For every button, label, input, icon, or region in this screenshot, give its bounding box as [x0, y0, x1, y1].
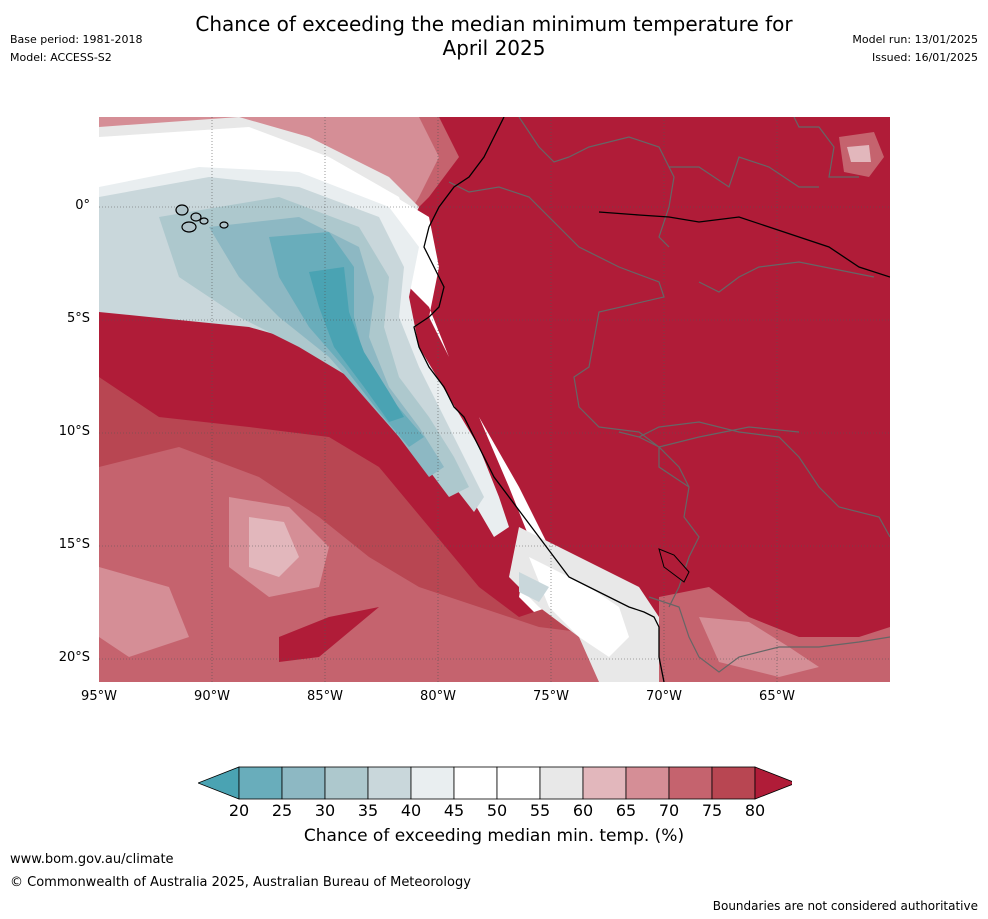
country-borders [448, 117, 890, 673]
colorbar-tick-label: 25 [271, 801, 293, 820]
contour-80-patch [279, 607, 379, 662]
contour-65-se [699, 617, 819, 677]
lat-label-10s: 10°S [58, 424, 90, 439]
colorbar-segment [367, 766, 412, 800]
colorbar [198, 766, 792, 800]
lon-label-75w: 75°W [533, 689, 569, 704]
contour-70-se [659, 587, 890, 682]
colorbar-tick-label: 35 [357, 801, 379, 820]
graticule [99, 117, 890, 682]
colorbar-segment [711, 766, 756, 800]
colorbar-tick-label: 30 [314, 801, 336, 820]
colorbar-segment [238, 766, 283, 800]
lat-label-0: 0° [75, 198, 90, 213]
lat-label-5s: 5°S [66, 311, 90, 326]
colorbar-extend-high [754, 766, 792, 800]
colorbar-segment [582, 766, 627, 800]
meta-right: Model run: 13/01/2025 Issued: 16/01/2025 [852, 31, 978, 67]
coastline [413, 117, 890, 682]
colorbar-tick-label: 65 [615, 801, 637, 820]
model-name: Model: ACCESS-S2 [10, 51, 112, 64]
colorbar-extend-low [198, 766, 240, 800]
colorbar-tick-label: 55 [529, 801, 551, 820]
lake-titicaca [658, 548, 690, 583]
colorbar-tick-label: 70 [658, 801, 680, 820]
colorbar-segment [539, 766, 584, 800]
model-run: Model run: 13/01/2025 [852, 33, 978, 46]
lat-label-20s: 20°S [58, 650, 90, 665]
contour-40-coast [519, 572, 549, 602]
colorbar-segment [324, 766, 369, 800]
meta-left: Base period: 1981-2018 Model: ACCESS-S2 [10, 31, 142, 67]
lon-label-65w: 65°W [759, 689, 795, 704]
colorbar-tick-label: 20 [228, 801, 250, 820]
colorbar-segment [453, 766, 498, 800]
lon-label-90w: 90°W [194, 689, 230, 704]
colorbar-tick-label: 60 [572, 801, 594, 820]
contour-60-patch-a [249, 517, 299, 577]
colorbar-segment [281, 766, 326, 800]
footer-url[interactable]: www.bom.gov.au/climate [10, 852, 174, 867]
lon-label-85w: 85°W [307, 689, 343, 704]
colorbar-segment [410, 766, 455, 800]
contour-65-patch-b [99, 567, 189, 657]
lat-label-15s: 15°S [58, 537, 90, 552]
colorbar-segment [668, 766, 713, 800]
galapagos-islands [175, 204, 229, 233]
title-line-2: April 2025 [442, 36, 546, 60]
contour-50-coast [529, 557, 629, 657]
colorbar-tick-label: 50 [486, 801, 508, 820]
footer-copyright: © Commonwealth of Australia 2025, Austra… [10, 875, 471, 890]
colorbar-tick-label: 40 [400, 801, 422, 820]
colorbar-label: Chance of exceeding median min. temp. (%… [303, 826, 685, 846]
map-canvas[interactable] [99, 117, 890, 682]
colorbar-segment [625, 766, 670, 800]
lon-label-70w: 70°W [646, 689, 682, 704]
issued-date: Issued: 16/01/2025 [871, 51, 978, 64]
title-line-1: Chance of exceeding the median minimum t… [195, 12, 793, 36]
contour-60-ne [847, 145, 871, 162]
forecast-map[interactable] [99, 117, 890, 682]
footer-note: Boundaries are not considered authoritat… [712, 899, 978, 913]
colorbar-tick-label: 75 [701, 801, 723, 820]
base-period: Base period: 1981-2018 [10, 33, 143, 46]
colorbar-tick-label: 45 [443, 801, 465, 820]
colorbar-segment [496, 766, 541, 800]
lon-label-95w: 95°W [81, 689, 117, 704]
lon-label-80w: 80°W [420, 689, 456, 704]
page-title: Chance of exceeding the median minimum t… [0, 12, 988, 60]
colorbar-tick-label: 80 [744, 801, 766, 820]
contour-20 [309, 267, 404, 422]
